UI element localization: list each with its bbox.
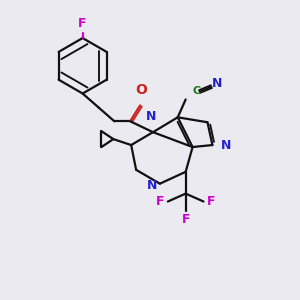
Text: F: F [182, 213, 190, 226]
Text: F: F [77, 17, 86, 30]
Text: N: N [147, 179, 157, 192]
Text: C: C [193, 85, 201, 96]
Text: N: N [212, 77, 223, 90]
Text: F: F [207, 195, 216, 208]
Text: F: F [156, 195, 164, 208]
Text: N: N [146, 110, 156, 123]
Text: O: O [135, 82, 147, 97]
Text: N: N [221, 139, 232, 152]
